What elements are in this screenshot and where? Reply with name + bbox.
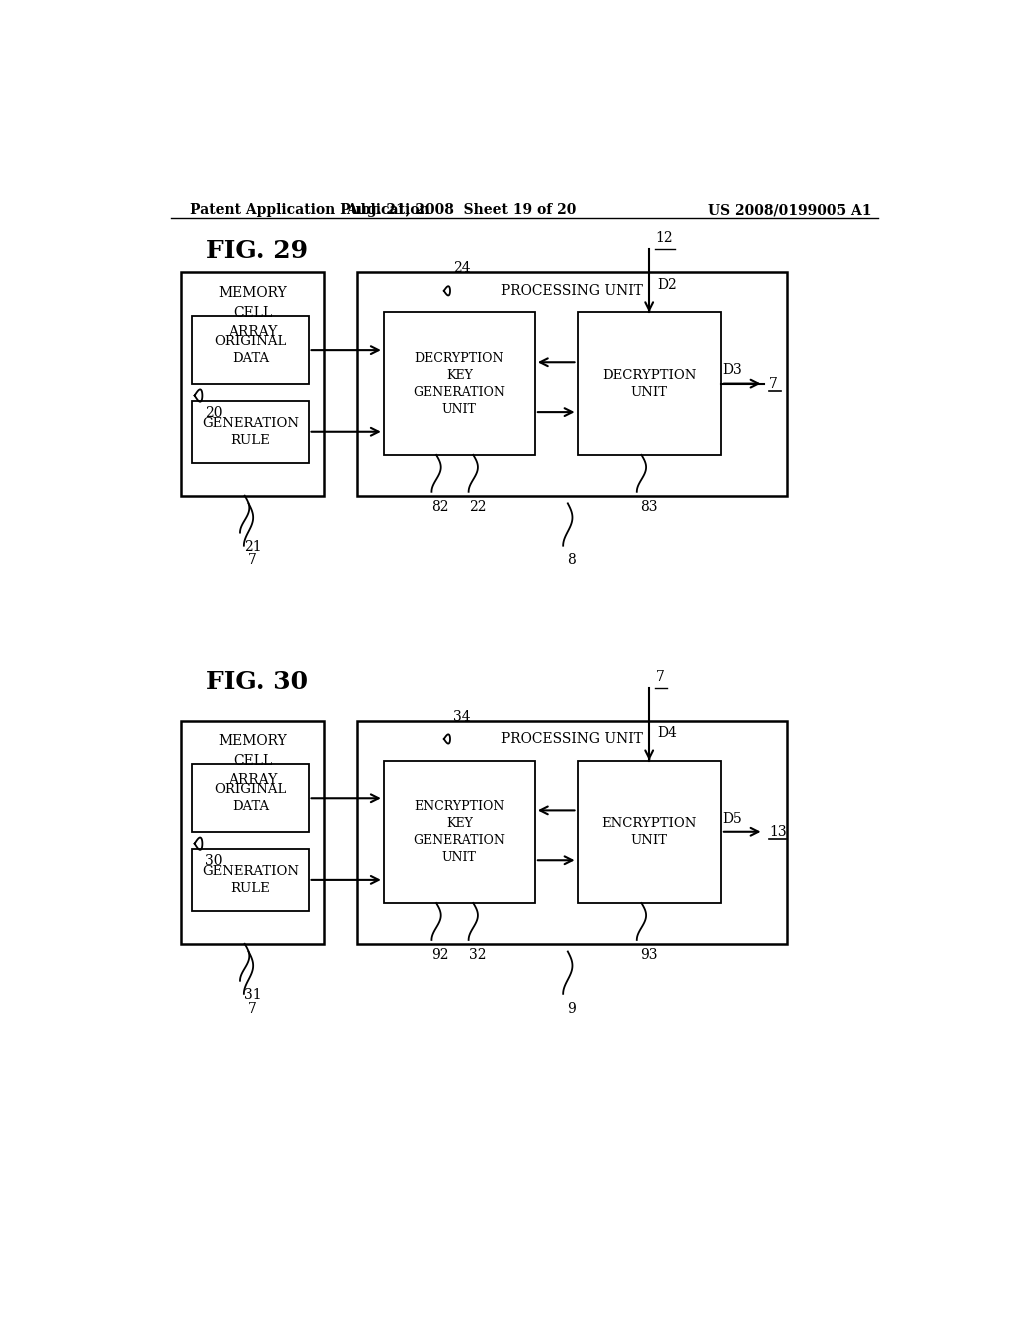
Text: US 2008/0199005 A1: US 2008/0199005 A1 bbox=[709, 203, 872, 216]
Text: D4: D4 bbox=[657, 726, 677, 741]
Text: ORIGINAL
DATA: ORIGINAL DATA bbox=[214, 335, 287, 366]
Text: PROCESSING UNIT: PROCESSING UNIT bbox=[501, 284, 643, 298]
Text: D3: D3 bbox=[722, 363, 742, 378]
Text: 22: 22 bbox=[469, 499, 486, 513]
Text: D2: D2 bbox=[657, 277, 677, 292]
Text: 7: 7 bbox=[248, 1002, 257, 1015]
Bar bbox=[180, 721, 324, 944]
Text: 32: 32 bbox=[469, 948, 486, 962]
Text: 30: 30 bbox=[206, 854, 223, 869]
Text: 31: 31 bbox=[244, 989, 261, 1002]
Bar bbox=[384, 760, 535, 903]
Text: PROCESSING UNIT: PROCESSING UNIT bbox=[501, 733, 643, 746]
Bar bbox=[193, 401, 308, 462]
Text: MEMORY
CELL
ARRAY: MEMORY CELL ARRAY bbox=[218, 286, 287, 339]
Text: ENCRYPTION
UNIT: ENCRYPTION UNIT bbox=[601, 817, 697, 846]
Bar bbox=[384, 313, 535, 455]
Text: MEMORY
CELL
ARRAY: MEMORY CELL ARRAY bbox=[218, 734, 287, 787]
Text: 9: 9 bbox=[567, 1002, 577, 1015]
Bar bbox=[180, 272, 324, 496]
Text: 12: 12 bbox=[655, 231, 673, 246]
Text: 21: 21 bbox=[244, 540, 261, 554]
Text: 7: 7 bbox=[655, 671, 665, 684]
Text: DECRYPTION
KEY
GENERATION
UNIT: DECRYPTION KEY GENERATION UNIT bbox=[414, 351, 505, 416]
Text: 93: 93 bbox=[640, 948, 658, 962]
Bar bbox=[578, 760, 721, 903]
Text: ORIGINAL
DATA: ORIGINAL DATA bbox=[214, 783, 287, 813]
Bar bbox=[193, 849, 308, 911]
Bar bbox=[356, 272, 786, 496]
Bar bbox=[193, 317, 308, 384]
Text: 24: 24 bbox=[453, 261, 471, 276]
Text: 7: 7 bbox=[248, 553, 257, 568]
Text: FIG. 29: FIG. 29 bbox=[206, 239, 307, 263]
Text: GENERATION
RULE: GENERATION RULE bbox=[202, 417, 299, 446]
Text: ENCRYPTION
KEY
GENERATION
UNIT: ENCRYPTION KEY GENERATION UNIT bbox=[414, 800, 505, 863]
Text: GENERATION
RULE: GENERATION RULE bbox=[202, 865, 299, 895]
Bar bbox=[356, 721, 786, 944]
Text: Patent Application Publication: Patent Application Publication bbox=[190, 203, 430, 216]
Bar bbox=[578, 313, 721, 455]
Text: 7: 7 bbox=[769, 376, 778, 391]
Text: 20: 20 bbox=[206, 407, 223, 420]
Text: 8: 8 bbox=[567, 553, 577, 568]
Text: 92: 92 bbox=[431, 948, 449, 962]
Text: D5: D5 bbox=[722, 812, 742, 825]
Text: 13: 13 bbox=[769, 825, 786, 838]
Text: 82: 82 bbox=[431, 499, 449, 513]
Text: DECRYPTION
UNIT: DECRYPTION UNIT bbox=[602, 368, 696, 399]
Text: Aug. 21, 2008  Sheet 19 of 20: Aug. 21, 2008 Sheet 19 of 20 bbox=[346, 203, 577, 216]
Text: 34: 34 bbox=[453, 710, 471, 723]
Text: 83: 83 bbox=[640, 499, 658, 513]
Bar bbox=[193, 764, 308, 832]
Text: FIG. 30: FIG. 30 bbox=[206, 671, 307, 694]
